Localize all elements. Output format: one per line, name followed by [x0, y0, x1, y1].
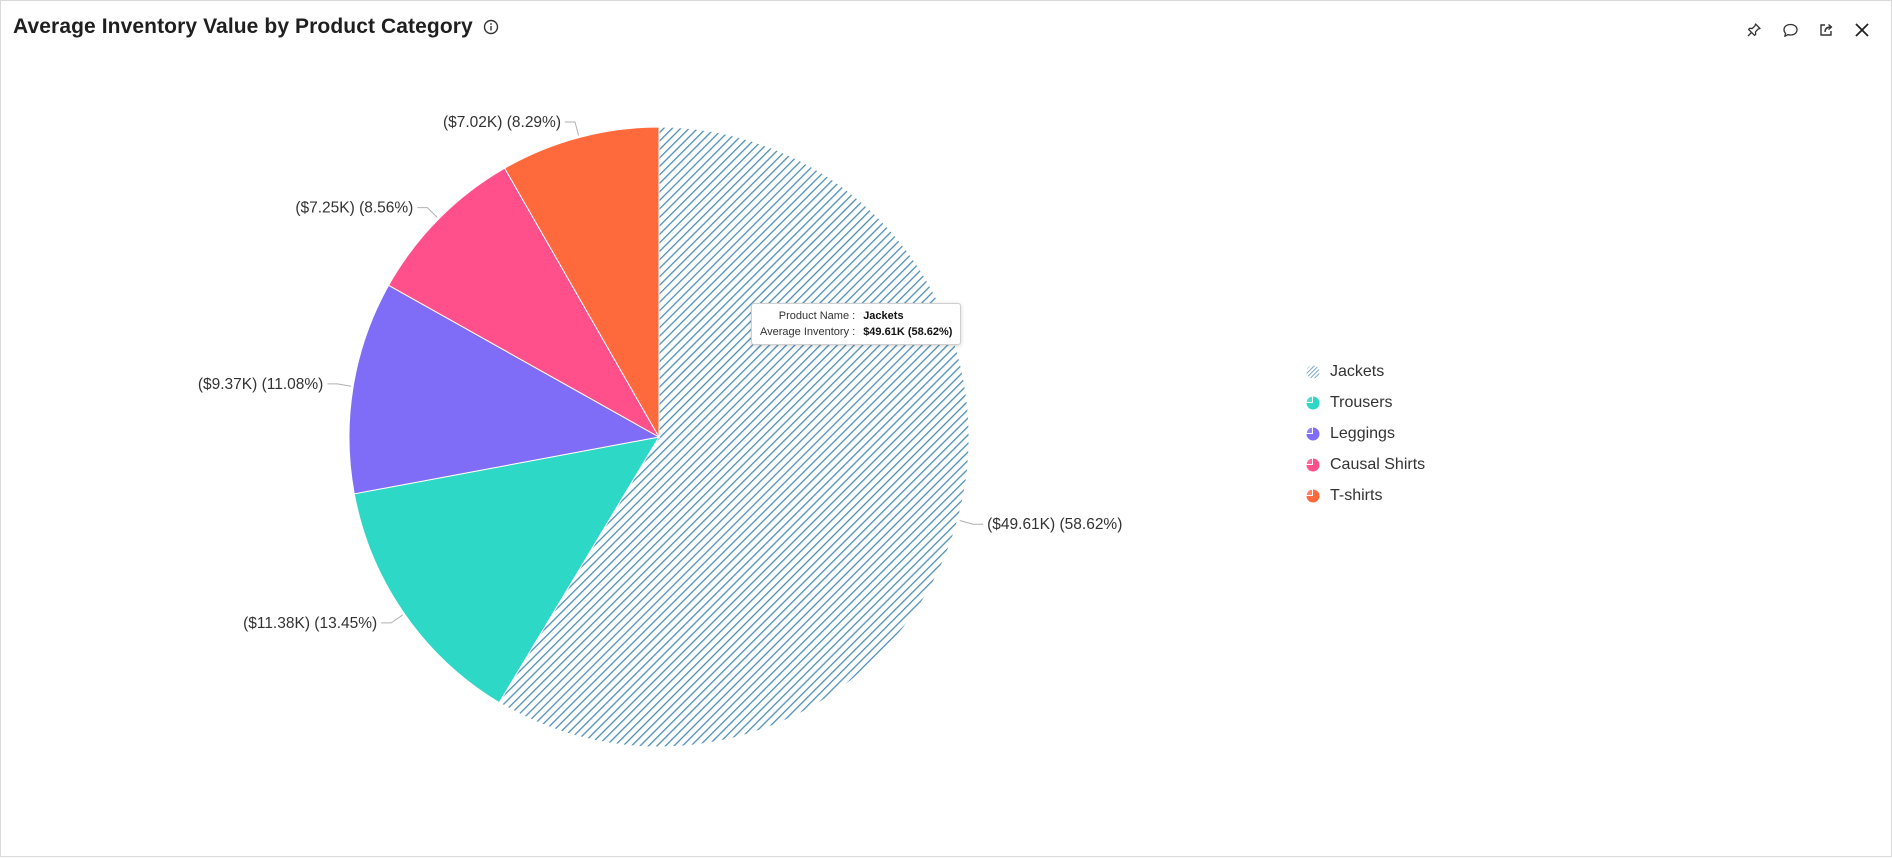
leader-line-t-shirts: [565, 121, 580, 136]
legend-swatch-trousers: [1306, 396, 1320, 409]
comment-icon[interactable]: [1779, 19, 1801, 41]
chart-title: Average Inventory Value by Product Categ…: [13, 15, 473, 38]
legend-item-causal-shirts[interactable]: Causal Shirts: [1306, 454, 1425, 475]
data-label-causal-shirts: ($7.25K) (8.56%): [295, 200, 413, 217]
panel-toolbar: [1743, 19, 1873, 41]
pin-icon[interactable]: [1743, 19, 1765, 41]
legend-item-jackets[interactable]: Jackets: [1306, 361, 1425, 382]
data-label-trousers: ($11.38K) (13.45%): [243, 615, 377, 632]
data-label-jackets: ($49.61K) (58.62%): [987, 516, 1122, 533]
pie-slice-causal-shirts[interactable]: [387, 167, 661, 439]
legend-swatch-causal-shirts: [1306, 458, 1320, 471]
pie-slice-t-shirts[interactable]: [503, 126, 660, 439]
legend-label: Trousers: [1330, 393, 1393, 411]
legend-swatch-jackets: [1306, 365, 1320, 378]
leader-line-causal-shirts: [417, 207, 438, 218]
leader-line-leggings: [327, 383, 352, 387]
legend-label: Leggings: [1330, 424, 1395, 442]
legend-label: Causal Shirts: [1330, 455, 1426, 473]
data-label-t-shirts: ($7.02K) (8.29%): [443, 114, 561, 131]
pie-slice-trousers[interactable]: [353, 436, 661, 704]
legend-swatch-leggings: [1306, 427, 1320, 440]
pie-slice-leggings[interactable]: [348, 284, 661, 495]
legend-swatch-t-shirts: [1306, 489, 1320, 502]
legend-item-trousers[interactable]: Trousers: [1306, 392, 1425, 413]
legend-label: Jackets: [1330, 362, 1385, 380]
legend-item-leggings[interactable]: Leggings: [1306, 423, 1425, 444]
data-label-leggings: ($9.37K) (11.08%): [198, 376, 324, 393]
panel-header: Average Inventory Value by Product Categ…: [13, 15, 499, 39]
legend-label: T-shirts: [1330, 486, 1383, 504]
info-icon[interactable]: [483, 19, 499, 35]
legend: Jackets Trousers Leggings Causal Shirts T-sh…: [1306, 361, 1425, 506]
tooltip-value-label: Average Inventory :: [760, 326, 856, 338]
close-icon[interactable]: [1851, 19, 1873, 41]
leader-line-trousers: [381, 614, 403, 624]
legend-item-t-shirts[interactable]: T-shirts: [1306, 485, 1425, 506]
pie-slice-jackets[interactable]: [498, 126, 970, 748]
tooltip-name-label: Product Name :: [778, 310, 856, 322]
tooltip-name-value: Jackets: [863, 310, 904, 322]
export-icon[interactable]: [1815, 19, 1837, 41]
tooltip-value-value: $49.61K (58.62%): [863, 326, 953, 338]
tooltip: Product Name : Jackets Average Inventory…: [751, 303, 962, 345]
leader-line-jackets: [959, 519, 984, 525]
